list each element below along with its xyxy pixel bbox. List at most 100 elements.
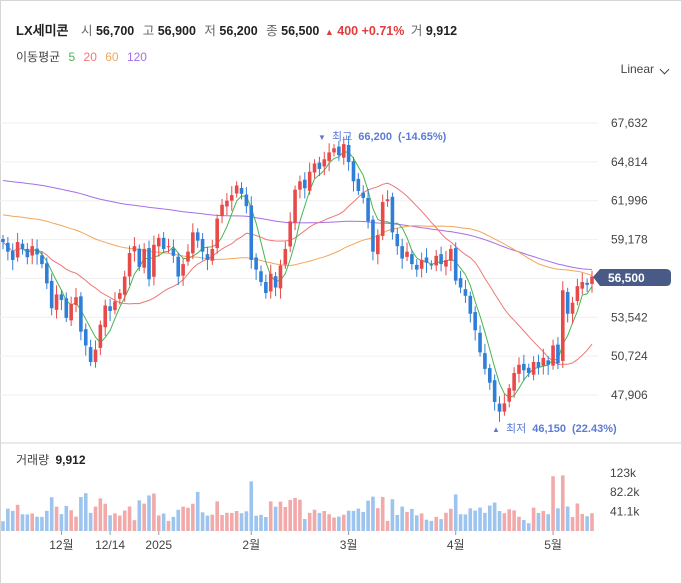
candle	[249, 205, 254, 260]
price-header: LX세미콘 시 56,700 고 56,900 저 56,200 종 56,50…	[16, 23, 458, 38]
volume-bar	[507, 509, 512, 531]
scale-selector[interactable]: Linear	[620, 62, 654, 76]
volume-bar	[322, 511, 327, 531]
candle	[176, 256, 181, 277]
candle	[580, 282, 585, 289]
candle	[113, 301, 117, 311]
candle	[122, 276, 127, 295]
volume-bar	[74, 516, 78, 531]
volume-bar	[103, 503, 108, 531]
candle	[88, 347, 93, 362]
candle	[74, 297, 78, 305]
candle	[215, 218, 219, 249]
candle	[293, 189, 297, 223]
candle	[337, 146, 341, 156]
candle	[410, 254, 414, 265]
candle	[449, 248, 453, 261]
candle	[395, 234, 400, 247]
volume-bar	[152, 493, 156, 531]
volume-bar	[356, 508, 361, 531]
svg-text:56,500: 56,500	[608, 271, 645, 285]
candle	[478, 332, 482, 353]
y-tick-label: 50,724	[611, 349, 648, 363]
volume-tick-label: 82.2k	[610, 485, 640, 499]
volume-bar	[517, 516, 521, 531]
candle	[98, 324, 103, 348]
candle	[181, 264, 185, 276]
volume-bar	[10, 510, 15, 531]
volume-bar	[264, 517, 268, 531]
candle	[483, 353, 487, 369]
candle	[220, 204, 224, 217]
volume-bar	[497, 511, 502, 531]
candle	[239, 187, 244, 194]
candle	[560, 290, 565, 361]
volume-bar	[229, 512, 234, 531]
high-annotation: ▼ 최고 66,200 (-14.65%)	[318, 130, 447, 143]
volume-bar	[536, 512, 541, 531]
volume-bar	[463, 514, 468, 531]
candle	[127, 253, 132, 277]
volume-bar	[580, 513, 585, 531]
ma60-line	[2, 214, 593, 276]
volume-bar	[341, 514, 346, 531]
volume-bar	[147, 495, 151, 531]
volume-bar	[259, 514, 263, 531]
volume-bar	[181, 506, 185, 531]
volume-bar	[419, 513, 424, 531]
change-percent: +0.71%	[361, 24, 405, 38]
candle	[195, 232, 200, 241]
candle	[419, 259, 424, 269]
current-price-tag: 56,500	[593, 269, 671, 286]
candle	[186, 251, 190, 262]
candle	[234, 185, 239, 194]
candle	[1, 238, 5, 243]
low-annotation: ▲ 최저 46,150 (22.43%)	[492, 422, 617, 435]
volume-bar	[283, 506, 288, 531]
candle	[93, 349, 98, 362]
candle	[575, 286, 580, 302]
candle	[142, 248, 146, 268]
candle	[361, 192, 366, 198]
volume-bar	[434, 516, 439, 531]
y-tick-label: 47,906	[611, 388, 648, 402]
volume-bar	[278, 501, 283, 531]
ma20-line	[2, 182, 593, 366]
volume-bar	[234, 511, 239, 531]
volume-bar	[570, 517, 575, 531]
candle	[551, 345, 555, 366]
candle	[531, 361, 536, 375]
volume-bar	[122, 510, 127, 531]
x-tick-label: 4월	[447, 538, 465, 552]
volume-bar	[191, 503, 195, 531]
volume-bar	[473, 510, 477, 531]
candle	[35, 248, 39, 255]
volume-bar	[346, 510, 351, 531]
moving-average-legend[interactable]: 이동평균 5 20 60 120	[16, 48, 152, 65]
volume-bar	[142, 503, 146, 531]
volume-bar	[453, 494, 458, 531]
volume-bar	[585, 516, 589, 531]
volume-bar	[239, 513, 244, 531]
candle	[434, 255, 439, 266]
candle	[303, 179, 307, 189]
candle	[118, 293, 122, 299]
ma-legend-title: 이동평균	[16, 50, 61, 64]
volume-bar	[541, 511, 546, 531]
candle	[497, 403, 502, 412]
volume-bar	[351, 510, 356, 531]
candle	[487, 368, 492, 383]
volume-bar	[108, 515, 112, 531]
candle	[390, 196, 395, 233]
volume-bar	[385, 520, 390, 531]
candle	[351, 161, 356, 182]
volume-bar	[512, 510, 516, 531]
volume-bar	[30, 513, 35, 531]
volume-bar	[590, 513, 594, 531]
volume-bar	[54, 506, 59, 531]
candle	[502, 403, 507, 412]
candle	[317, 162, 322, 169]
candle	[546, 360, 550, 365]
volume-bar	[25, 514, 30, 531]
